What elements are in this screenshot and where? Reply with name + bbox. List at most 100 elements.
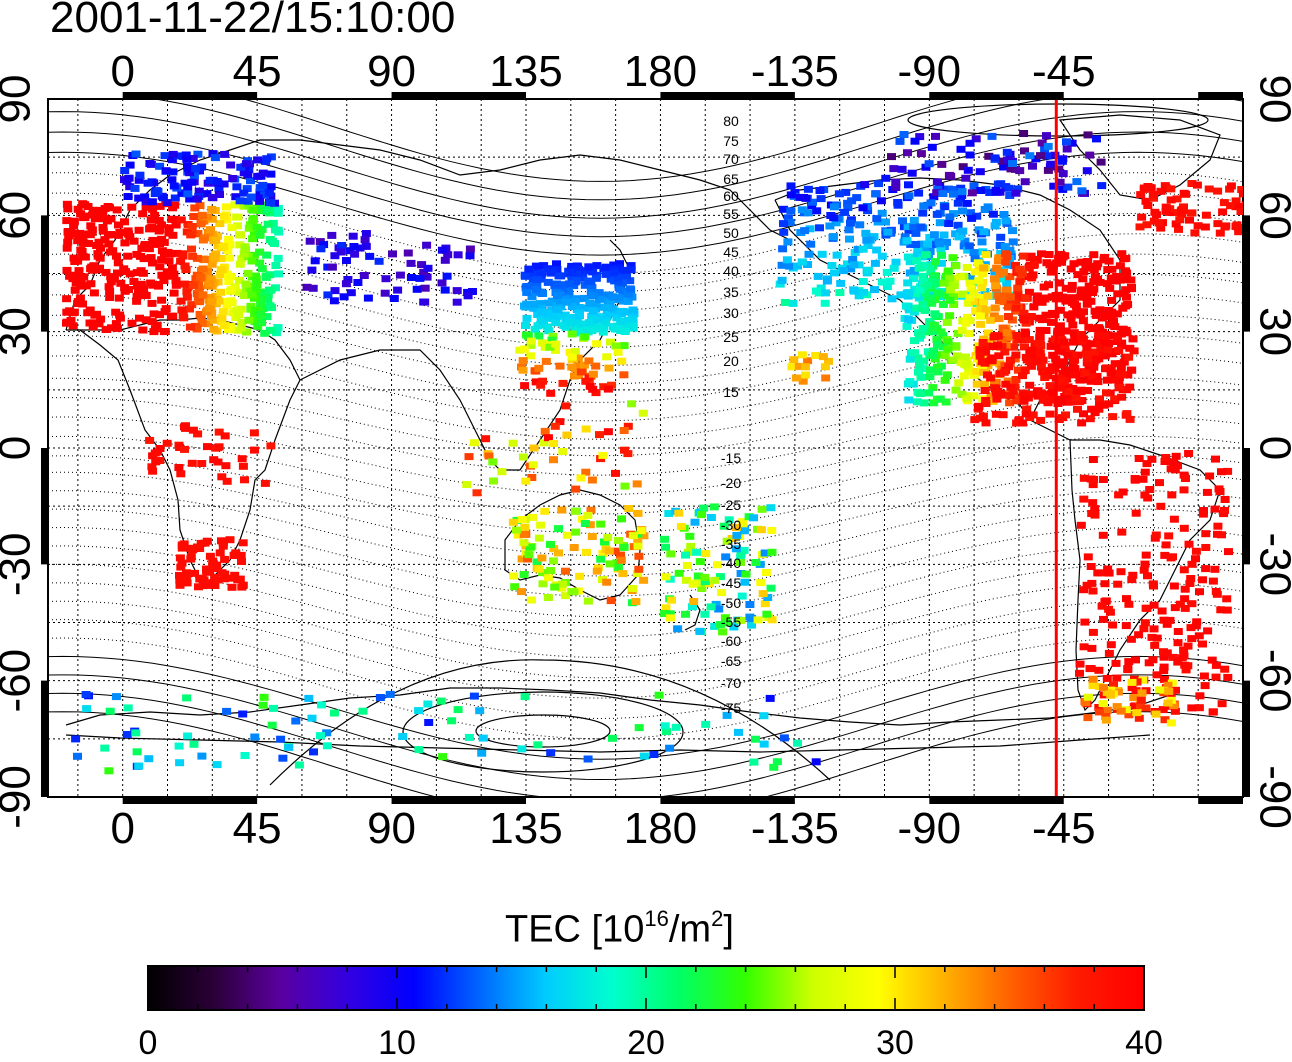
tec-cell [529,304,539,312]
tec-cell [1165,616,1175,624]
tec-cell [610,547,620,555]
tec-cell [1021,330,1030,338]
tec-cell [422,241,432,249]
tec-cell [592,262,602,270]
tec-cell [519,571,529,578]
tec-cell [915,390,925,398]
tec-cell [558,448,568,455]
tec-cell [1089,363,1099,371]
tec-cell [1002,329,1012,337]
tec-cell [488,458,498,466]
tec-cell [843,204,853,211]
tec-cell [622,273,631,281]
tec-cell [123,252,133,260]
tec-cell [129,237,139,245]
tec-cell [586,506,596,514]
tec-cell [1077,419,1087,427]
tec-cell [1076,521,1086,529]
tec-cell [197,752,207,760]
tec-cell [603,385,613,393]
tec-cell [749,514,758,522]
tec-cell [714,605,724,613]
tec-cell [106,273,116,281]
tec-cell [349,243,359,250]
tec-cell [241,280,251,288]
tec-cell [916,331,926,339]
tec-cell [160,152,170,160]
tec-cell [1093,569,1103,577]
tec-cell [910,290,920,297]
tec-cell [546,540,555,548]
tec-cell [634,724,644,732]
tec-cell [1015,278,1025,286]
tec-cell [1088,587,1098,595]
tec-cell [569,588,579,596]
tec-cell [983,203,993,211]
tec-cell [1088,340,1098,348]
tec-cell [111,308,121,316]
tec-cell [113,269,122,277]
tec-cell [1193,222,1203,230]
tec-cell [1026,390,1036,398]
tec-cell [518,366,528,374]
tec-cell [1113,688,1123,696]
tec-cell [1028,271,1038,279]
tec-cell [191,275,201,283]
tec-cell [124,286,133,293]
tec-cell [990,332,1000,340]
tec-cell [327,263,337,271]
tec-cell [140,242,150,250]
colorbar-tick-label: 40 [1125,1024,1163,1057]
tec-cell [997,343,1007,351]
tec-cell [962,199,972,207]
tec-cell [955,273,965,281]
tec-cell [526,596,536,604]
tec-cell [660,610,670,617]
tec-cell [793,262,802,270]
tec-cell [166,312,176,320]
tec-cell [580,520,590,527]
lat-tick-label: 30 [0,307,40,356]
tec-cell [939,231,949,239]
tec-cell [145,160,155,167]
tec-cell [933,368,943,376]
tec-cell [1083,258,1093,265]
tec-cell [576,474,586,482]
tec-cell [533,741,543,749]
tec-cell [1160,675,1169,683]
tec-cell [182,155,192,163]
tec-cell [469,439,479,447]
tec-cell [189,740,199,748]
tec-cell [995,360,1005,368]
tec-cell [619,371,629,379]
tec-cell [1187,180,1197,187]
tec-cell [1141,551,1151,559]
tec-cell [711,600,721,608]
tec-cell [1008,227,1017,235]
tec-cell [869,233,879,241]
tec-cell [1025,381,1035,389]
tec-cell [821,374,831,382]
tec-cell [538,377,547,385]
tec-cell [207,260,217,268]
tec-cell [232,306,242,314]
tec-cell [266,183,276,191]
tec-cell [174,742,184,750]
tec-cell [1104,307,1114,314]
tec-cell [1011,189,1021,197]
tec-cell [1004,333,1014,341]
tec-cell [821,289,830,297]
tec-cell [1191,622,1201,630]
tec-cell [1088,456,1098,463]
tec-cell [241,245,250,253]
tec-cell [690,518,700,526]
tec-cell [273,209,283,217]
tec-cell [1045,410,1055,418]
tec-cell [912,398,922,406]
tec-cell [1223,467,1233,475]
tec-cell [778,245,788,253]
lon-tick-label: 0 [110,47,134,96]
tec-cell [1058,170,1068,178]
